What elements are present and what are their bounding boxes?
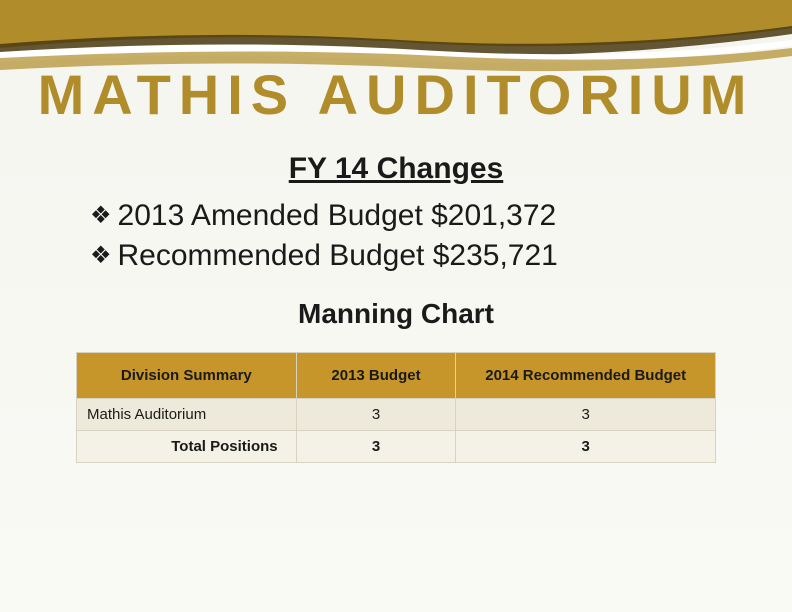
bullet-item: ❖ Recommended Budget $235,721 — [90, 238, 730, 274]
bullet-text: 2013 Amended Budget $201,372 — [118, 198, 557, 234]
table-total-row: Total Positions 3 3 — [77, 431, 716, 463]
bullet-item: ❖ 2013 Amended Budget $201,372 — [90, 198, 730, 234]
table-cell: 3 — [296, 399, 456, 431]
table-cell-total-label: Total Positions — [77, 431, 297, 463]
manning-table: Division Summary 2013 Budget 2014 Recomm… — [76, 352, 716, 463]
table-cell-total: 3 — [456, 431, 716, 463]
table-cell: 3 — [456, 399, 716, 431]
table-row: Mathis Auditorium 3 3 — [77, 399, 716, 431]
table-cell-total: 3 — [296, 431, 456, 463]
table-header: 2014 Recommended Budget — [456, 353, 716, 399]
section-title: Manning Chart — [0, 298, 792, 330]
bullet-text: Recommended Budget $235,721 — [118, 238, 558, 274]
bullet-list: ❖ 2013 Amended Budget $201,372 ❖ Recomme… — [90, 198, 730, 278]
diamond-bullet-icon: ❖ — [90, 238, 112, 274]
table-header: Division Summary — [77, 353, 297, 399]
table-header-row: Division Summary 2013 Budget 2014 Recomm… — [77, 353, 716, 399]
page-title: MATHIS AUDITORIUM — [0, 62, 792, 127]
subtitle: FY 14 Changes — [0, 152, 792, 186]
table-cell: Mathis Auditorium — [77, 399, 297, 431]
table-header: 2013 Budget — [296, 353, 456, 399]
diamond-bullet-icon: ❖ — [90, 198, 112, 234]
